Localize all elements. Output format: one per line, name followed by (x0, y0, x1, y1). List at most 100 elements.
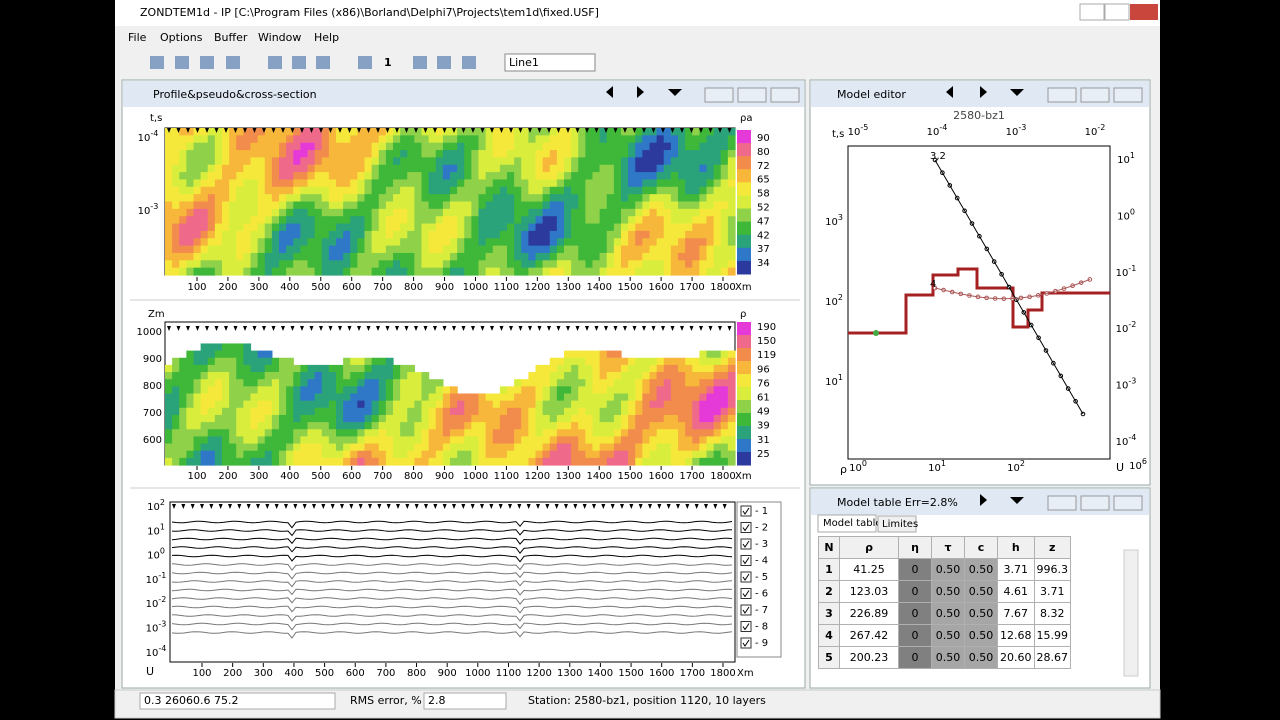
toolbar-button[interactable] (462, 56, 476, 69)
table-cell[interactable]: 0.50 (931, 580, 965, 603)
table-cell[interactable]: 0.50 (931, 602, 965, 625)
toolbar-button[interactable] (413, 56, 427, 69)
legend-checkbox[interactable] (740, 538, 752, 550)
menu-item[interactable]: File (128, 31, 147, 44)
scrollbar[interactable] (1123, 549, 1139, 677)
table-cell[interactable]: 0 (898, 646, 932, 669)
toolbar-button[interactable] (292, 56, 306, 69)
dropdown-arrow[interactable] (668, 89, 682, 96)
table-cell[interactable]: 4.61 (997, 580, 1035, 603)
toolbar-button[interactable] (316, 56, 330, 69)
table-cell[interactable]: 0.50 (931, 624, 965, 647)
heatmap-cell (478, 414, 487, 423)
table-cell[interactable]: 15.99 (1033, 624, 1071, 647)
nav-arrow[interactable] (980, 494, 987, 506)
table-cell[interactable]: 0.50 (964, 558, 998, 581)
table-cell[interactable]: 0 (898, 558, 932, 581)
menu-item[interactable]: Help (314, 31, 339, 44)
table-cell[interactable]: 12.68 (997, 624, 1035, 647)
toolbar-button[interactable] (358, 56, 372, 69)
menu-item[interactable]: Window (258, 31, 301, 44)
table-cell[interactable]: 0 (898, 580, 932, 603)
table-cell[interactable]: 0.50 (931, 646, 965, 669)
heatmap-cell (357, 150, 366, 158)
legend-checkbox[interactable] (740, 588, 752, 599)
y-label: Zm (148, 309, 165, 320)
x-tick-label: 400 (280, 471, 299, 482)
table-cell[interactable]: 41.25 (839, 558, 899, 581)
table-cell[interactable]: 0.50 (964, 602, 998, 625)
heatmap-cell (450, 386, 458, 395)
legend-checkbox[interactable] (740, 571, 752, 583)
heatmap-cell (585, 350, 594, 359)
nav-arrow[interactable] (637, 86, 644, 98)
window-button[interactable] (1080, 495, 1110, 511)
nav-arrow[interactable] (946, 86, 953, 98)
dropdown-arrow[interactable] (1010, 89, 1024, 96)
minimize-button[interactable] (1079, 3, 1105, 21)
table-cell[interactable]: 7.67 (997, 602, 1035, 625)
menu-item[interactable]: Options (160, 31, 203, 44)
nav-arrow[interactable] (980, 86, 987, 98)
tab[interactable] (817, 514, 877, 533)
toolbar-button[interactable] (175, 56, 189, 69)
table-cell[interactable]: 0.50 (964, 580, 998, 603)
heatmap-cell (293, 194, 301, 203)
menu-item[interactable]: Buffer (214, 31, 248, 44)
legend-checkbox[interactable] (740, 604, 752, 616)
window-button[interactable] (737, 87, 767, 103)
table-cell[interactable]: 200.23 (839, 646, 899, 669)
toolbar-button[interactable] (200, 56, 214, 69)
heatmap-cell (706, 252, 715, 261)
table-cell[interactable]: 3.71 (1033, 580, 1071, 603)
legend-checkbox[interactable] (740, 637, 752, 649)
heatmap-cell (606, 457, 615, 466)
table-cell[interactable]: 0.50 (931, 558, 965, 581)
table-cell[interactable]: 123.03 (839, 580, 899, 603)
toolbar-button[interactable] (226, 56, 240, 69)
window-button[interactable] (1113, 495, 1143, 511)
window-button[interactable] (770, 87, 800, 103)
toolbar-button[interactable] (150, 56, 164, 69)
table-cell[interactable]: 0.50 (964, 646, 998, 669)
table-cell[interactable]: 267.42 (839, 624, 899, 647)
heatmap-cell (193, 443, 202, 452)
maximize-button[interactable] (1104, 3, 1130, 21)
window-button[interactable] (1047, 87, 1077, 103)
toolbar-button[interactable] (268, 56, 282, 69)
heatmap-cell (663, 179, 672, 188)
heatmap-cell (642, 252, 651, 261)
dropdown-arrow[interactable] (1010, 497, 1024, 504)
table-cell[interactable]: 0 (898, 624, 932, 647)
station-marker (623, 128, 627, 133)
toolbar-button[interactable] (437, 56, 451, 69)
heatmap-cell (692, 436, 700, 445)
heatmap-cell (727, 208, 736, 217)
table-cell[interactable]: 226.89 (839, 602, 899, 625)
window-button[interactable] (704, 87, 734, 103)
tab[interactable] (877, 515, 917, 533)
window-button[interactable] (1113, 87, 1143, 103)
table-cell[interactable]: 3.71 (997, 558, 1035, 581)
heatmap-cell (464, 223, 472, 232)
legend-checkbox[interactable] (740, 621, 752, 632)
nav-arrow[interactable] (606, 86, 613, 98)
table-cell[interactable]: 996.3 (1033, 558, 1071, 581)
window-button[interactable] (1080, 87, 1110, 103)
table-cell[interactable]: 20.60 (997, 646, 1035, 669)
legend-checkbox[interactable] (740, 522, 752, 533)
heatmap-cell (713, 350, 722, 359)
legend-checkbox[interactable] (740, 555, 752, 566)
table-cell[interactable]: 0 (898, 602, 932, 625)
heatmap-cell (507, 135, 515, 144)
table-cell[interactable]: 28.67 (1033, 646, 1071, 669)
table-cell[interactable]: 8.32 (1033, 602, 1071, 625)
table-cell[interactable]: 0.50 (964, 624, 998, 647)
line-select[interactable] (504, 53, 596, 72)
window-button[interactable] (1047, 495, 1077, 511)
colorbar-label: 65 (757, 175, 770, 186)
close-button[interactable] (1130, 4, 1158, 20)
heatmap-cell (507, 150, 515, 158)
heatmap-cell (464, 194, 472, 203)
legend-checkbox[interactable] (740, 505, 752, 517)
